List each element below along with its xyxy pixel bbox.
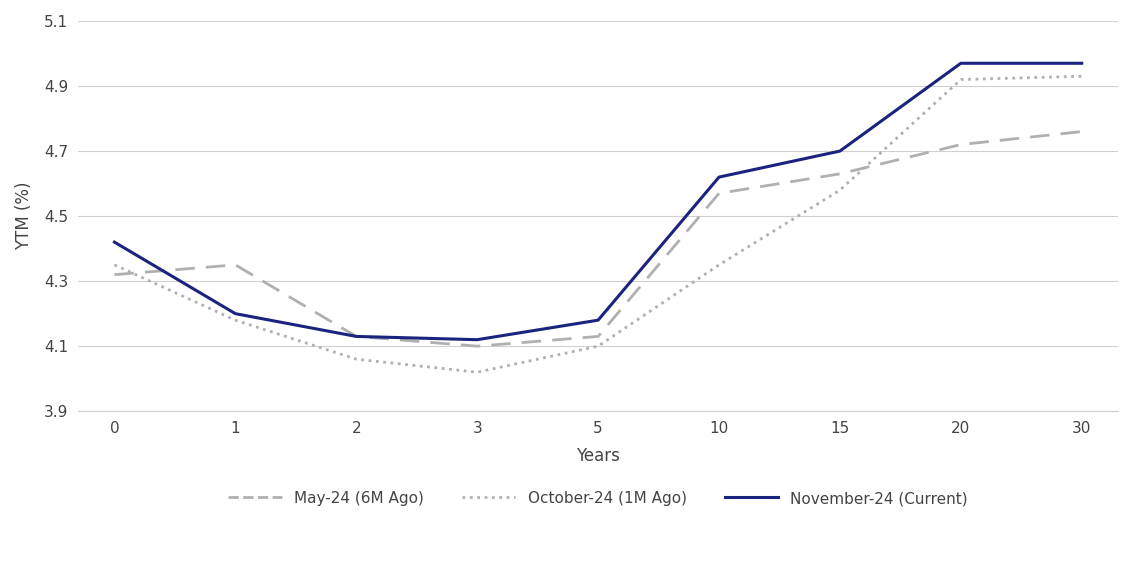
- Legend: May-24 (6M Ago), October-24 (1M Ago), November-24 (Current): May-24 (6M Ago), October-24 (1M Ago), No…: [222, 485, 974, 512]
- November-24 (Current): [349, 333, 363, 340]
- Line: November-24 (Current): November-24 (Current): [114, 63, 1082, 339]
- October-24 (1M Ago): [833, 187, 846, 194]
- November-24 (Current): [591, 317, 605, 324]
- October-24 (1M Ago): [713, 261, 726, 268]
- November-24 (Current): [1075, 60, 1089, 66]
- November-24 (Current): [954, 60, 968, 66]
- May-24 (6M Ago): [833, 171, 846, 177]
- Line: October-24 (1M Ago): October-24 (1M Ago): [114, 76, 1082, 372]
- May-24 (6M Ago): [591, 333, 605, 340]
- May-24 (6M Ago): [713, 190, 726, 196]
- Line: May-24 (6M Ago): May-24 (6M Ago): [114, 132, 1082, 346]
- October-24 (1M Ago): [1075, 73, 1089, 79]
- October-24 (1M Ago): [229, 317, 242, 324]
- October-24 (1M Ago): [470, 369, 484, 376]
- October-24 (1M Ago): [954, 76, 968, 83]
- May-24 (6M Ago): [470, 343, 484, 350]
- November-24 (Current): [470, 336, 484, 343]
- October-24 (1M Ago): [349, 356, 363, 363]
- November-24 (Current): [833, 148, 846, 154]
- Y-axis label: YTM (%): YTM (%): [15, 182, 33, 251]
- October-24 (1M Ago): [591, 343, 605, 350]
- May-24 (6M Ago): [1075, 128, 1089, 135]
- November-24 (Current): [713, 174, 726, 181]
- X-axis label: Years: Years: [577, 447, 620, 465]
- May-24 (6M Ago): [229, 261, 242, 268]
- November-24 (Current): [108, 239, 121, 245]
- October-24 (1M Ago): [108, 261, 121, 268]
- November-24 (Current): [229, 310, 242, 317]
- May-24 (6M Ago): [108, 271, 121, 278]
- May-24 (6M Ago): [954, 141, 968, 148]
- May-24 (6M Ago): [349, 333, 363, 340]
